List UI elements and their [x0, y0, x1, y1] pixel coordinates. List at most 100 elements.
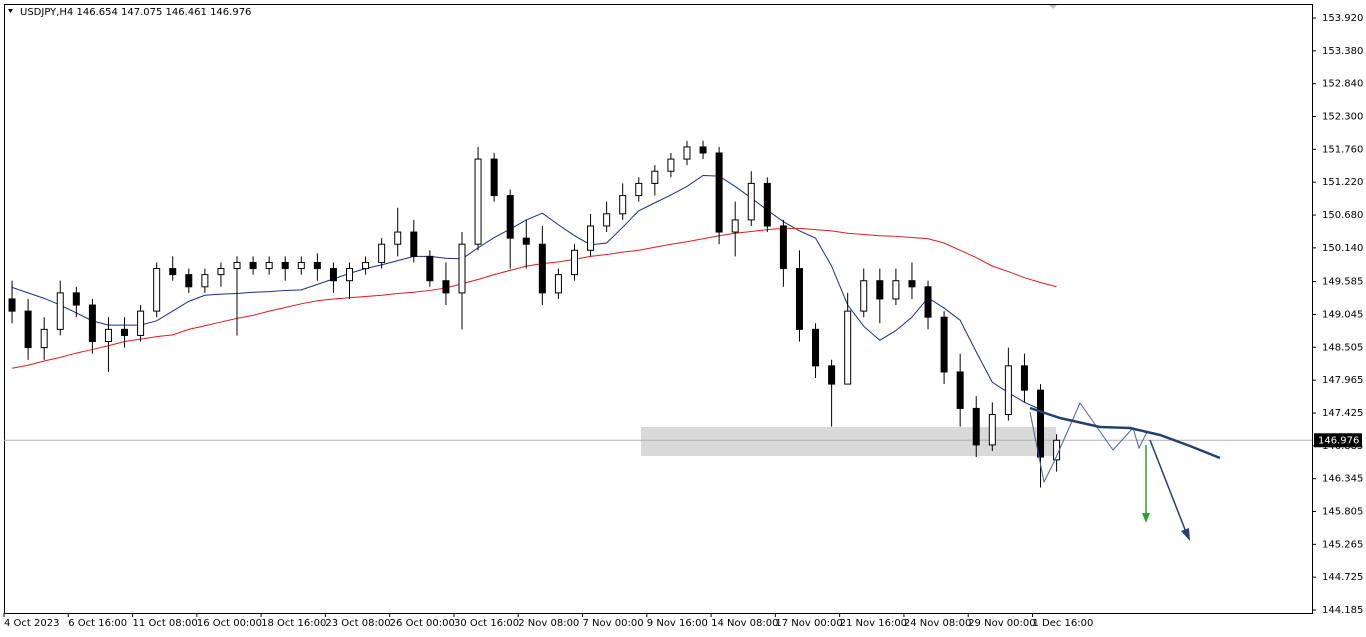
candle-body [972, 407, 980, 446]
candle-body [1004, 365, 1012, 416]
zone-box [641, 427, 1056, 456]
candle-body [763, 182, 771, 227]
candle-body [924, 286, 932, 318]
plot-frame [4, 4, 1313, 614]
candle-body [747, 182, 755, 221]
candle-body [153, 268, 161, 312]
y-tick-label: 153.380 [1322, 46, 1363, 57]
y-tick-label: 151.760 [1322, 144, 1363, 155]
candle-body [956, 371, 964, 409]
candle-body [619, 195, 627, 215]
candle-body [651, 170, 659, 184]
candle-body [699, 146, 707, 154]
y-tick-label: 147.965 [1322, 375, 1363, 386]
candle-body [346, 268, 354, 282]
plot [4, 140, 1312, 488]
x-tick-label: 26 Oct 00:00 [390, 618, 455, 629]
y-tick-label: 153.920 [1322, 13, 1363, 24]
candle-body [249, 261, 257, 270]
candle-body [828, 365, 836, 385]
candle-body [72, 292, 80, 306]
x-tick-label: 2 Nov 08:00 [518, 618, 579, 629]
candle-body [490, 158, 498, 197]
candle-body [603, 213, 611, 227]
x-tick-label: 6 Oct 16:00 [68, 618, 127, 629]
arrow-green-head [1142, 513, 1150, 523]
candle-body [1020, 365, 1028, 391]
candle-body [876, 280, 884, 300]
y-tick-label: 146.345 [1322, 474, 1363, 485]
candle-body [570, 249, 578, 276]
candle-body [201, 274, 209, 288]
candle-body [554, 274, 562, 294]
y-tick-label: 150.140 [1322, 243, 1363, 254]
x-tick-label: 30 Oct 16:00 [454, 618, 519, 629]
candle-body [329, 268, 337, 282]
x-tick-label: 1 Dec 16:00 [1032, 618, 1093, 629]
candle-body [362, 261, 370, 270]
candle-body [104, 328, 112, 343]
candle-body [169, 268, 177, 276]
candle-body [474, 158, 482, 245]
y-tick-label: 145.265 [1322, 539, 1363, 550]
shift-marker [1049, 5, 1057, 9]
x-tick-label: 21 Nov 16:00 [840, 618, 907, 629]
candle-body [56, 292, 64, 330]
y-tick-label: 149.045 [1322, 309, 1363, 320]
candle-body [731, 219, 739, 233]
candle-body [538, 243, 546, 294]
candle-body [281, 261, 289, 270]
y-tick-label: 150.680 [1322, 210, 1363, 221]
candle-body [522, 237, 530, 245]
x-tick-label: 7 Nov 00:00 [583, 618, 644, 629]
candle-body [779, 225, 787, 270]
candle-body [844, 310, 852, 385]
arrow-blue [1149, 439, 1187, 533]
candle-body [940, 316, 948, 373]
candle-body [988, 414, 996, 446]
projection-line [1029, 406, 1221, 460]
candle-body [908, 280, 916, 288]
chart-title: USDJPY,H4 146.654 147.075 146.461 146.97… [20, 7, 251, 18]
candle-body [24, 310, 32, 349]
y-tick-label: 144.725 [1322, 572, 1363, 583]
candle-body [715, 152, 723, 233]
x-tick-label: 17 Nov 00:00 [775, 618, 842, 629]
x-tick-label: 9 Nov 16:00 [647, 618, 708, 629]
candle-body [121, 328, 129, 336]
candle-body [795, 268, 803, 330]
candle-body [137, 310, 145, 336]
candle-body [1037, 389, 1045, 458]
x-tick-label: 14 Nov 08:00 [711, 618, 778, 629]
candle-body [587, 225, 595, 251]
candle-body [40, 328, 48, 349]
y-tick-label: 152.840 [1322, 79, 1363, 90]
candle-body [233, 261, 241, 270]
candle-body [88, 304, 96, 343]
candle-body [506, 195, 514, 239]
x-tick-label: 18 Oct 16:00 [261, 618, 326, 629]
candle-body [812, 328, 820, 367]
x-tick-label: 29 Nov 00:00 [968, 618, 1035, 629]
candle-body [860, 280, 868, 312]
candle-body [442, 280, 450, 294]
candle-body [217, 268, 225, 276]
candle-body [426, 255, 434, 282]
candle-body [185, 274, 193, 288]
candle-body [378, 243, 386, 263]
current-price-label: 146.976 [1318, 435, 1359, 446]
y-tick-label: 145.805 [1322, 507, 1363, 518]
x-tick-label: 11 Oct 08:00 [133, 618, 198, 629]
candle-body [635, 182, 643, 197]
moving-average [11, 227, 1057, 369]
x-tick-label: 23 Oct 08:00 [325, 618, 390, 629]
candle-body [458, 243, 466, 294]
x-tick-label: 24 Nov 08:00 [904, 618, 971, 629]
candle-body [394, 231, 402, 245]
y-tick-label: 147.425 [1322, 408, 1363, 419]
candle-body [265, 261, 273, 270]
candle-body [8, 298, 16, 312]
y-tick-label: 148.505 [1322, 342, 1363, 353]
